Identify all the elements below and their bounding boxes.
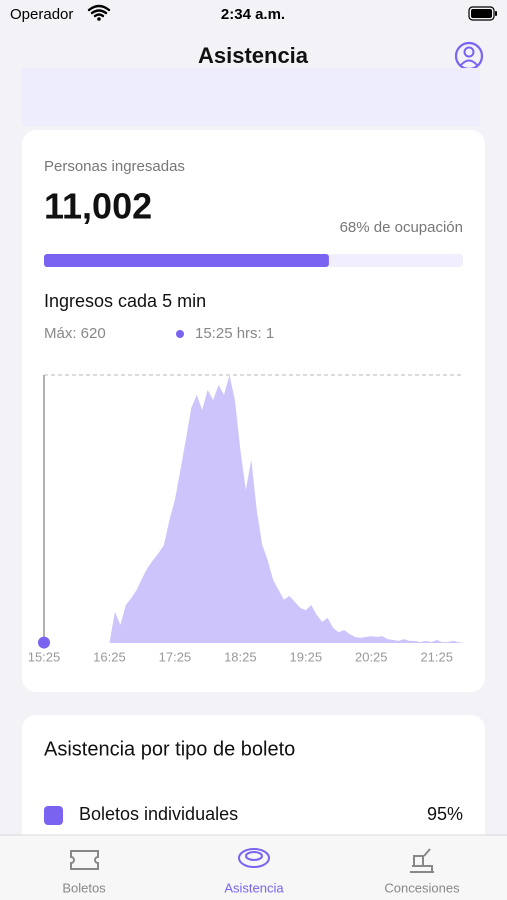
stadium-field: [245, 851, 263, 861]
battery: [468, 6, 495, 21]
max-label: Máx: 620: [44, 325, 106, 342]
banner: [22, 68, 480, 126]
total: 11,002: [44, 186, 152, 227]
legend-swatch: [44, 806, 63, 825]
battery-tip: [495, 11, 497, 16]
tickets-icon: [70, 850, 99, 870]
tab-label[interactable]: Concesiones: [384, 880, 460, 895]
cursor-dot: [38, 636, 50, 649]
ticket-type-name: Boletos individuales: [79, 804, 238, 824]
ticket-type-share: 95%: [427, 804, 463, 824]
cursor-label: 15:25 hrs: 1: [195, 325, 274, 342]
caption: Personas ingresadas: [44, 158, 185, 175]
x-tick-label: 15:25: [28, 649, 61, 664]
x-tick-label: 16:25: [93, 649, 126, 664]
chart-title: Ingresos cada 5 min: [44, 291, 206, 311]
concessions-icon: [410, 848, 434, 873]
x-tick-label: 19:25: [290, 649, 323, 664]
cursor-legend-dot: [176, 330, 184, 338]
screen-title: Asistencia: [198, 43, 309, 68]
wifi-icon: [87, 4, 111, 18]
x-tick-label: 20:25: [355, 649, 388, 664]
x-tick-label: 21:25: [420, 649, 453, 664]
carrier: Operador: [10, 6, 73, 23]
tab-label[interactable]: Asistencia: [224, 880, 284, 895]
progress-fill: [44, 254, 329, 267]
clock: 2:34 a.m.: [221, 6, 285, 23]
profile-head: [463, 46, 475, 58]
battery-level: [471, 9, 492, 18]
x-tick-label: 17:25: [159, 649, 192, 664]
attendance-card: [22, 130, 485, 692]
profile-body: [460, 59, 478, 66]
area: [44, 375, 464, 643]
wifi-dot: [97, 17, 101, 21]
x-tick-label: 18:25: [224, 649, 257, 664]
occupancy-label: 68% de ocupación: [340, 219, 463, 236]
tab-label[interactable]: Boletos: [62, 880, 106, 895]
stadium-icon: [238, 848, 270, 868]
ticket-card-title: Asistencia por tipo de boleto: [44, 738, 295, 760]
